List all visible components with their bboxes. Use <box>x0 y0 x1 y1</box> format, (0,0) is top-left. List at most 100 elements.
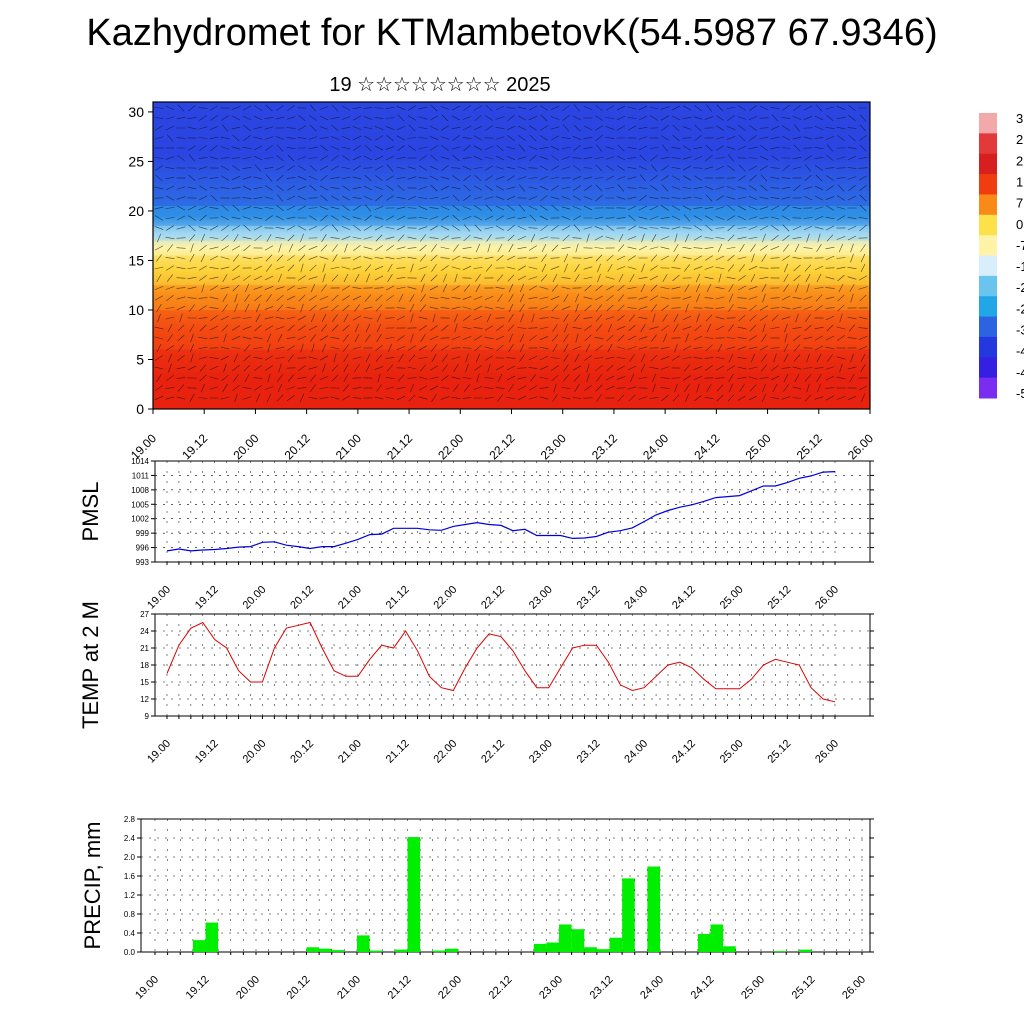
colorbar-segment <box>979 357 997 379</box>
precip-bar <box>622 878 635 952</box>
colorbar-label: 0 <box>1016 217 1023 232</box>
x-tick-label: 21.00 <box>335 974 363 1002</box>
x-tick-label: 21.12 <box>384 431 415 462</box>
x-tick-label: 26.00 <box>845 431 876 462</box>
x-tick-label: 25.12 <box>765 738 793 766</box>
x-tick-label: 19.00 <box>145 738 173 766</box>
heatmap-band <box>153 255 870 286</box>
x-tick-label: 19.12 <box>179 431 210 462</box>
colorbar-segment <box>979 174 997 195</box>
x-tick-label: 24.12 <box>670 738 698 766</box>
precip-bar <box>192 940 206 952</box>
x-tick-label: 25.12 <box>794 431 825 462</box>
colorbar-segment <box>979 194 997 216</box>
colorbar-label: 1 <box>1016 174 1023 189</box>
y-axis-title: PMSL <box>78 482 103 542</box>
precip-bar <box>571 929 585 952</box>
x-tick-label: 23.12 <box>589 431 620 462</box>
heatmap-band <box>153 205 870 226</box>
x-tick-label: 24.12 <box>670 584 698 612</box>
colorbar-segment <box>979 316 997 338</box>
precip-bar <box>647 866 660 952</box>
precip-bar <box>559 924 572 952</box>
temp-series-line <box>166 621 836 703</box>
y-axis-title: TEMP at 2 M <box>78 601 103 729</box>
x-tick-label: 20.12 <box>288 738 316 766</box>
x-tick-label: 26.00 <box>840 974 868 1002</box>
x-tick-label: 22.00 <box>431 738 459 766</box>
y-tick-label: 993 <box>136 558 150 567</box>
precip-bar <box>369 950 383 952</box>
x-tick-label: 22.00 <box>436 974 464 1002</box>
x-tick-label: 22.12 <box>479 738 507 766</box>
x-tick-label: 20.00 <box>241 584 269 612</box>
y-tick-label: 10 <box>128 302 144 318</box>
x-tick-label: 23.00 <box>538 431 569 462</box>
y-tick-label: 2.0 <box>124 853 136 862</box>
x-tick-label: 20.12 <box>282 431 313 462</box>
precip-bar <box>609 937 623 952</box>
x-tick-label: 25.00 <box>739 974 767 1002</box>
colorbar-label: -5 <box>1016 386 1024 401</box>
x-tick-label: 21.12 <box>384 584 412 612</box>
x-tick-label: 20.00 <box>234 974 262 1002</box>
colorbar-segment <box>979 133 997 155</box>
precip-bar <box>432 950 446 952</box>
y-tick-label: 1008 <box>131 486 149 495</box>
x-tick-label: 21.00 <box>336 584 364 612</box>
x-tick-label: 25.12 <box>765 584 793 612</box>
x-tick-label: 21.12 <box>386 974 414 1002</box>
colorbar-label: -2 <box>1016 301 1024 316</box>
x-tick-label: 19.00 <box>145 584 173 612</box>
y-tick-label: 1011 <box>132 471 150 480</box>
colorbar-label: -1 <box>1016 259 1024 274</box>
x-tick-label: 22.00 <box>431 584 459 612</box>
y-tick-label: 18 <box>140 661 149 670</box>
colorbar-label: -3 <box>1016 323 1024 338</box>
y-axis-title: PRECIP, mm <box>80 822 105 950</box>
x-tick-label: 25.00 <box>718 584 746 612</box>
precip-bar <box>584 947 597 952</box>
precip-bar <box>445 948 458 952</box>
precip-bar <box>407 837 421 952</box>
page-title: Kazhydromet for KTMambetovK(54.5987 67.9… <box>86 12 938 54</box>
colorbar-label: -4 <box>1016 365 1024 380</box>
x-tick-label: 21.00 <box>336 738 364 766</box>
x-tick-label: 22.12 <box>479 584 507 612</box>
colorbar-label: -7 <box>1016 238 1024 253</box>
x-tick-label: 21.00 <box>333 431 364 462</box>
x-tick-label: 24.12 <box>691 431 722 462</box>
x-tick-label: 23.12 <box>575 584 603 612</box>
precip-bar <box>596 949 610 952</box>
y-tick-label: 12 <box>140 695 149 704</box>
precip-bar <box>546 942 559 952</box>
y-tick-label: 30 <box>128 104 144 120</box>
x-tick-label: 24.00 <box>638 974 666 1002</box>
y-tick-label: 21 <box>140 644 149 653</box>
colorbar-segment <box>979 377 997 399</box>
x-tick-label: 19.12 <box>184 974 212 1002</box>
x-tick-label: 24.12 <box>689 974 717 1002</box>
x-tick-label: 21.12 <box>384 738 412 766</box>
precip-bar <box>331 950 345 952</box>
x-tick-label: 23.12 <box>575 738 603 766</box>
colorbar-label: -4 <box>1016 344 1024 359</box>
x-tick-label: 22.12 <box>487 974 515 1002</box>
x-tick-label: 20.12 <box>288 584 316 612</box>
colorbar-segment <box>979 235 997 256</box>
x-tick-label: 24.00 <box>640 431 671 462</box>
x-tick-label: 23.00 <box>527 738 555 766</box>
x-tick-label: 20.00 <box>241 738 269 766</box>
pmsl-series-line <box>166 471 836 552</box>
x-tick-label: 19.12 <box>193 738 221 766</box>
y-tick-label: 0 <box>136 401 144 417</box>
x-tick-label: 23.00 <box>537 974 565 1002</box>
precip-bar <box>697 933 711 952</box>
colorbar-label: 2 <box>1016 132 1023 147</box>
y-tick-label: 5 <box>136 351 144 367</box>
colorbar-segment <box>979 336 997 358</box>
precip-bar <box>306 947 320 952</box>
x-tick-label: 19.00 <box>133 974 161 1002</box>
x-tick-label: 24.00 <box>622 738 650 766</box>
